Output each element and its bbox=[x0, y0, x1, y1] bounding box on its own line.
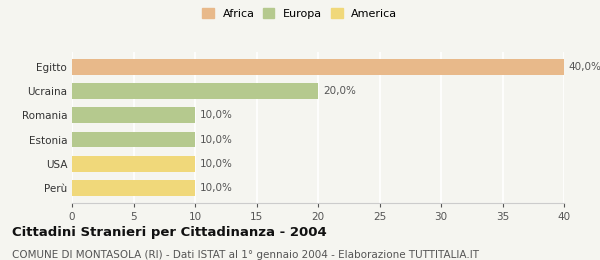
Bar bbox=[72, 107, 195, 123]
Text: 10,0%: 10,0% bbox=[200, 110, 233, 120]
Bar bbox=[72, 156, 195, 172]
Text: 20,0%: 20,0% bbox=[323, 86, 356, 96]
Text: 10,0%: 10,0% bbox=[200, 159, 233, 169]
Bar bbox=[72, 132, 195, 147]
Bar bbox=[72, 180, 195, 196]
Text: COMUNE DI MONTASOLA (RI) - Dati ISTAT al 1° gennaio 2004 - Elaborazione TUTTITAL: COMUNE DI MONTASOLA (RI) - Dati ISTAT al… bbox=[12, 250, 479, 259]
Text: Cittadini Stranieri per Cittadinanza - 2004: Cittadini Stranieri per Cittadinanza - 2… bbox=[12, 226, 327, 239]
Text: 10,0%: 10,0% bbox=[200, 134, 233, 145]
Text: 40,0%: 40,0% bbox=[569, 62, 600, 72]
Bar bbox=[72, 59, 564, 75]
Text: 10,0%: 10,0% bbox=[200, 183, 233, 193]
Bar bbox=[72, 83, 318, 99]
Legend: Africa, Europa, America: Africa, Europa, America bbox=[200, 5, 400, 21]
